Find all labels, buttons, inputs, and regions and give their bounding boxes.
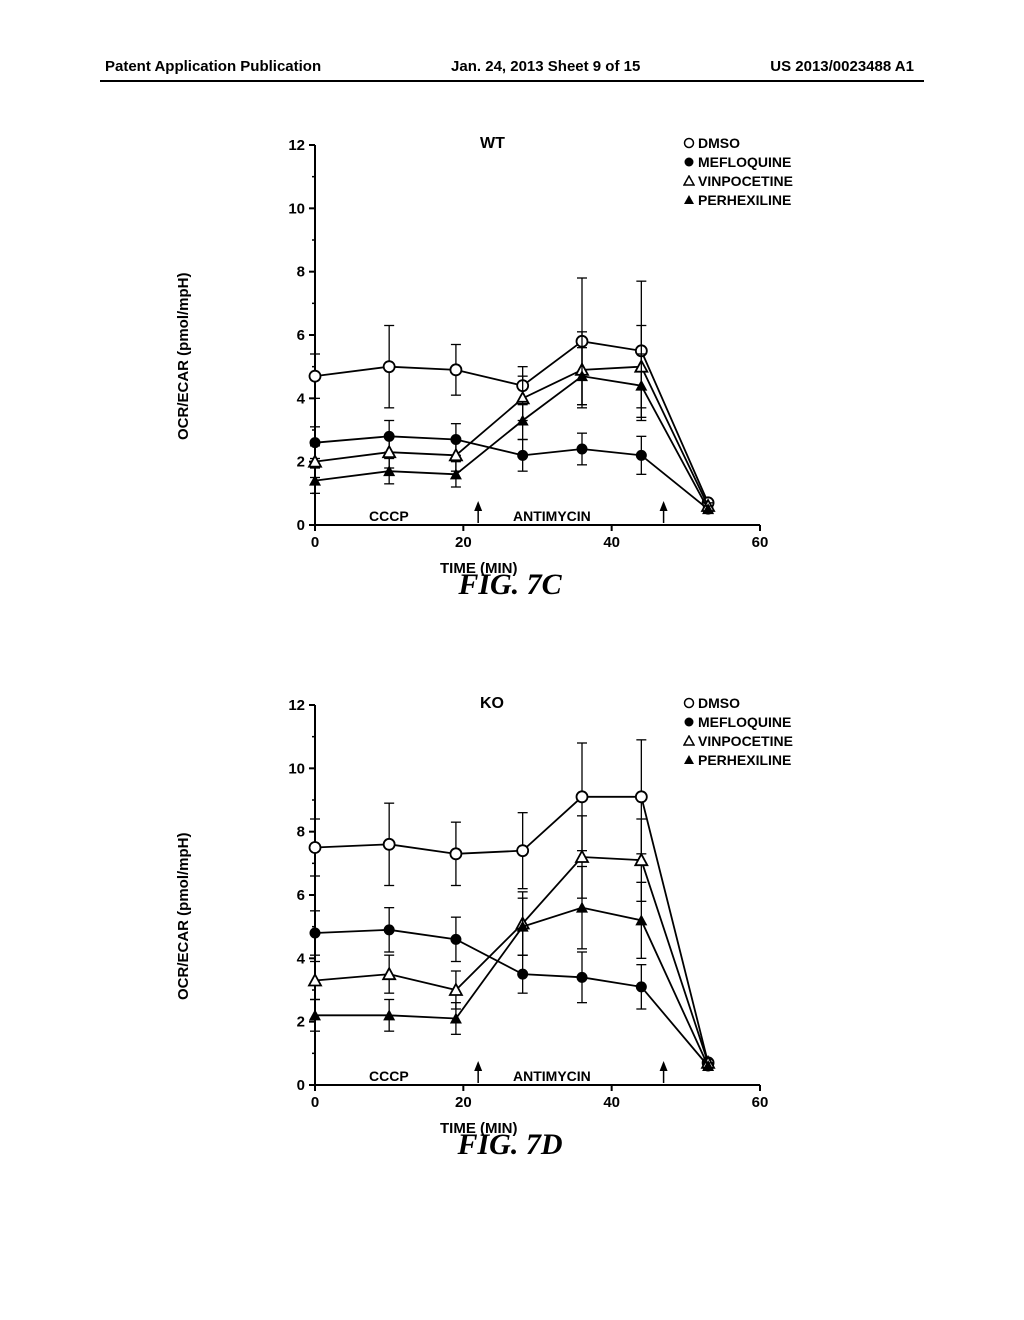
svg-text:40: 40 — [603, 534, 620, 551]
triangle-open-icon — [680, 175, 698, 187]
svg-text:6: 6 — [297, 887, 305, 904]
figure-7d: KO DMSO MEFLOQUINE VINPOCETINE PERHEXILI… — [150, 690, 870, 1162]
legend-wt: DMSO MEFLOQUINE VINPOCETINE PERHEXILINE — [680, 135, 793, 211]
svg-text:10: 10 — [288, 760, 305, 777]
legend-label: MEFLOQUINE — [698, 154, 791, 170]
cccp-label-ko: CCCP — [369, 1068, 409, 1084]
legend-label: MEFLOQUINE — [698, 714, 791, 730]
legend-label: DMSO — [698, 695, 740, 711]
svg-text:40: 40 — [603, 1094, 620, 1111]
svg-text:0: 0 — [297, 517, 305, 534]
xlabel-wt: TIME (MIN) — [440, 560, 517, 577]
legend-label: VINPOCETINE — [698, 173, 793, 189]
svg-text:4: 4 — [297, 390, 306, 407]
svg-text:20: 20 — [455, 1094, 472, 1111]
xlabel-ko: TIME (MIN) — [440, 1120, 517, 1137]
svg-text:20: 20 — [455, 534, 472, 551]
svg-text:8: 8 — [297, 824, 305, 841]
circle-open-icon — [680, 137, 698, 149]
svg-text:12: 12 — [288, 697, 305, 714]
triangle-open-icon — [680, 735, 698, 747]
figure-7c: WT DMSO MEFLOQUINE VINPOCETINE PERHEXILI… — [150, 130, 870, 602]
header-left: Patent Application Publication — [105, 58, 321, 75]
circle-filled-icon — [680, 716, 698, 728]
chart-title-ko: KO — [480, 695, 504, 713]
circle-filled-icon — [680, 156, 698, 168]
legend-ko: DMSO MEFLOQUINE VINPOCETINE PERHEXILINE — [680, 695, 793, 771]
svg-text:0: 0 — [311, 534, 319, 551]
antimycin-label-wt: ANTIMYCIN — [513, 508, 591, 524]
svg-text:0: 0 — [297, 1077, 305, 1094]
svg-text:4: 4 — [297, 950, 306, 967]
svg-text:0: 0 — [311, 1094, 319, 1111]
triangle-filled-icon — [680, 194, 698, 206]
svg-text:12: 12 — [288, 137, 305, 154]
triangle-filled-icon — [680, 754, 698, 766]
legend-label: DMSO — [698, 135, 740, 151]
svg-text:60: 60 — [752, 1094, 769, 1111]
page-header: Patent Application Publication Jan. 24, … — [0, 58, 1024, 75]
svg-text:6: 6 — [297, 327, 305, 344]
ylabel-ko: OCR/ECAR (pmol/mpH) — [175, 833, 192, 1001]
legend-label: PERHEXILINE — [698, 192, 791, 208]
svg-text:10: 10 — [288, 200, 305, 217]
legend-label: PERHEXILINE — [698, 752, 791, 768]
cccp-label-wt: CCCP — [369, 508, 409, 524]
header-center: Jan. 24, 2013 Sheet 9 of 15 — [451, 58, 640, 75]
chart-title-wt: WT — [480, 135, 505, 153]
ylabel-wt: OCR/ECAR (pmol/mpH) — [175, 273, 192, 441]
svg-text:2: 2 — [297, 1014, 305, 1031]
svg-text:2: 2 — [297, 454, 305, 471]
header-right: US 2013/0023488 A1 — [770, 58, 914, 75]
svg-text:60: 60 — [752, 534, 769, 551]
svg-text:8: 8 — [297, 264, 305, 281]
header-underline — [100, 80, 924, 82]
circle-open-icon — [680, 697, 698, 709]
legend-label: VINPOCETINE — [698, 733, 793, 749]
antimycin-label-ko: ANTIMYCIN — [513, 1068, 591, 1084]
